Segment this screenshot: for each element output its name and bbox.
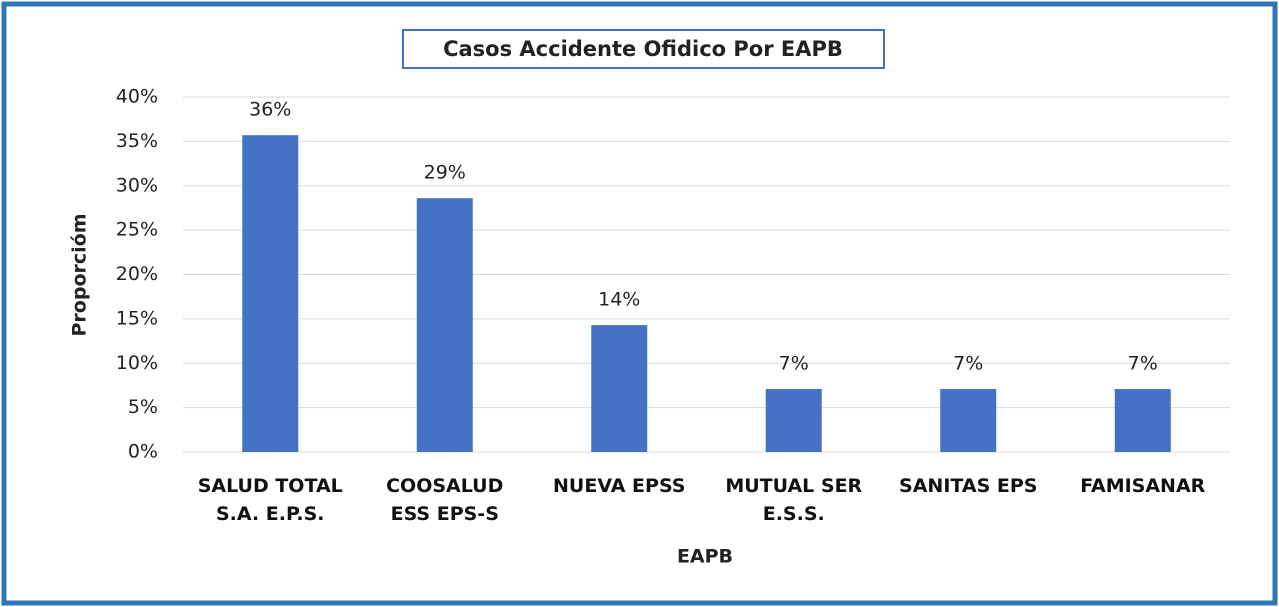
data-label: 7%	[779, 352, 809, 374]
x-tick-label: MUTUAL SER E.S.S.	[725, 475, 863, 525]
bar	[416, 198, 473, 452]
data-label: 36%	[249, 99, 291, 121]
data-label: 7%	[953, 352, 983, 374]
y-tick-label: 0%	[128, 441, 158, 463]
y-tick-label: 10%	[116, 352, 158, 374]
y-tick-label: 40%	[116, 86, 158, 108]
bar	[765, 388, 822, 452]
y-tick-label: 30%	[116, 174, 158, 196]
data-label: 7%	[1128, 352, 1158, 374]
y-tick-label: 25%	[116, 219, 158, 241]
x-axis-label: EAPB	[677, 546, 733, 568]
bar	[1114, 388, 1171, 452]
y-tick-label: 5%	[128, 396, 158, 418]
bar	[940, 388, 997, 452]
y-tick-label: 35%	[116, 130, 158, 152]
x-tick-label: COOSALUD ESS EPS-S	[386, 475, 504, 525]
bar	[591, 325, 648, 452]
x-tick-label: NUEVA EPSS	[553, 475, 686, 497]
bar	[242, 135, 299, 452]
data-label: 14%	[598, 289, 640, 311]
x-tick-label: SANITAS EPS	[899, 475, 1038, 497]
y-tick-label: 20%	[116, 263, 158, 285]
x-tick-label: SALUD TOTAL S.A. E.P.S.	[197, 475, 343, 525]
y-axis-label: Proporcióm	[69, 214, 91, 337]
y-tick-label: 15%	[116, 307, 158, 329]
chart-title: Casos Accidente Ofidico Por EAPB	[443, 37, 843, 61]
data-label: 29%	[424, 162, 466, 184]
x-tick-label: FAMISANAR	[1080, 475, 1206, 497]
title-box	[402, 29, 885, 69]
